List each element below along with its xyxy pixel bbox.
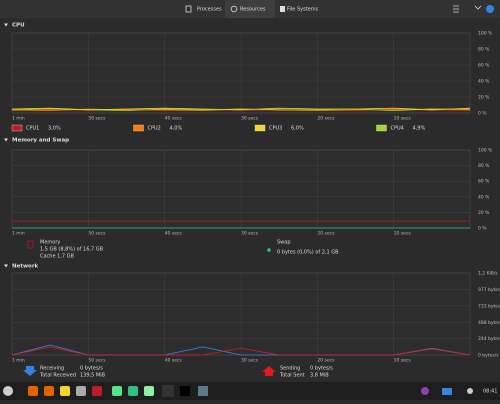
legend-value: 1,5 GB (8,8%) of 16,7 GB: [40, 247, 104, 253]
legend-label: CPU2: [148, 126, 161, 132]
taskbar: [0, 382, 500, 400]
tab[interactable]: File Systems: [287, 7, 319, 13]
x-tick-label: 50 secs: [88, 358, 106, 364]
y-tick-label: 100 %: [478, 31, 493, 37]
y-tick-label: 733 bytes/s: [478, 303, 500, 309]
menu-button[interactable]: [453, 5, 459, 13]
icon: [185, 5, 192, 13]
taskbar-icons: [3, 385, 473, 397]
legend-swatch: [254, 124, 266, 132]
y-tick-label: 0 %: [478, 226, 487, 232]
x-tick-label: 10 secs: [394, 116, 412, 122]
expander: [4, 264, 8, 268]
legend-value: 4,9%: [413, 126, 426, 132]
expander: [4, 138, 8, 142]
tab[interactable]: Processes: [197, 7, 222, 13]
y-tick-label: 40 %: [478, 194, 490, 200]
history-line: [11, 346, 471, 356]
x-tick-label: 30 secs: [241, 116, 259, 122]
legend-value: 6,0%: [291, 126, 304, 132]
x-tick-label: 40 secs: [165, 116, 183, 122]
legend-label: CPU3: [269, 126, 282, 132]
legend-value: 3,8 MiB: [310, 373, 329, 379]
icon: [230, 5, 238, 13]
x-tick-label: 50 secs: [88, 231, 106, 237]
expander: [4, 23, 8, 27]
legend-swatch: [376, 124, 387, 132]
close-button[interactable]: [486, 5, 494, 13]
section-title: Network: [12, 264, 39, 270]
legend-value: 0 bytes/s: [310, 366, 333, 372]
y-tick-label: 60 %: [478, 63, 490, 69]
legend-label: Swap: [277, 240, 291, 246]
x-tick-label: 40 secs: [165, 358, 183, 364]
tab[interactable]: Resources: [240, 7, 266, 13]
y-tick-label: 244 bytes/s: [478, 336, 500, 342]
y-tick-label: 1,2 KiB/s: [478, 271, 498, 277]
clock: 08:41: [483, 389, 497, 395]
legend-swatch: [11, 124, 23, 132]
y-tick-label: 100 %: [478, 148, 493, 154]
legend-value: 0 bytes/s: [80, 366, 103, 372]
x-tick-label: 30 secs: [241, 358, 259, 364]
memory-icon: [27, 240, 34, 249]
y-tick-label: 20 %: [478, 210, 490, 216]
legend-value: 139,5 MiB: [80, 373, 106, 379]
x-tick-label: 30 secs: [241, 231, 259, 237]
section-title: CPU: [12, 23, 25, 29]
x-tick-label: 1 min: [12, 116, 25, 122]
legend-value: 0 bytes (0,0%) of 2,1 GB: [277, 250, 339, 256]
x-tick-label: 20 secs: [317, 358, 335, 364]
section-title: Memory and Swap: [12, 138, 69, 144]
y-tick-label: 977 bytes/s: [478, 287, 500, 293]
legend-swatch: [133, 124, 144, 132]
y-tick-label: 20 %: [478, 95, 490, 101]
y-tick-label: 0 %: [478, 111, 487, 117]
y-tick-label: 80 %: [478, 47, 490, 53]
legend-label: Receiving: [40, 366, 64, 372]
legend-label: Sending: [280, 366, 300, 372]
x-tick-label: 10 secs: [394, 231, 412, 237]
legend-label: Total Sent: [279, 373, 305, 379]
icon: [280, 6, 285, 12]
x-tick-label: 20 secs: [317, 116, 335, 122]
y-tick-label: 80 %: [478, 163, 490, 169]
legend-label: Memory: [40, 240, 60, 246]
network-icon: [23, 366, 37, 376]
legend-value: Cache 1,7 GB: [40, 254, 75, 260]
y-tick-label: 60 %: [478, 179, 490, 185]
swap-icon: [267, 248, 271, 252]
legend-label: CPU1: [26, 126, 39, 132]
x-tick-label: 40 secs: [165, 231, 183, 237]
x-tick-label: 20 secs: [317, 231, 335, 237]
history-line: [11, 108, 470, 112]
network-icon: [262, 366, 276, 376]
y-tick-label: 488 bytes/s: [478, 320, 500, 326]
active-tab: [225, 0, 275, 18]
legend-value: 3,0%: [48, 126, 61, 132]
history-line: [11, 108, 470, 112]
minimize-button[interactable]: [474, 5, 482, 10]
x-tick-label: 50 secs: [88, 116, 106, 122]
legend-label: CPU4: [391, 126, 404, 132]
y-tick-label: 40 %: [478, 79, 490, 85]
x-tick-label: 1 min: [12, 358, 25, 364]
x-tick-label: 1 min: [12, 231, 25, 237]
x-tick-label: 10 secs: [394, 358, 412, 364]
legend-label: Total Received: [39, 373, 76, 379]
legend-value: 4,0%: [170, 126, 183, 132]
y-tick-label: 0 bytes/s: [478, 353, 499, 359]
